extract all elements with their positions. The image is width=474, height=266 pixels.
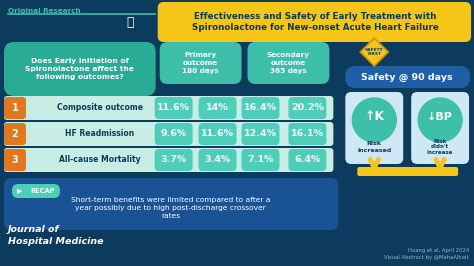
Text: Safety @ 90 days: Safety @ 90 days [361,72,453,82]
FancyBboxPatch shape [4,149,26,171]
Text: 11.6%: 11.6% [201,130,234,139]
FancyBboxPatch shape [4,122,333,146]
FancyBboxPatch shape [199,123,237,145]
FancyBboxPatch shape [4,148,333,172]
Circle shape [352,98,396,142]
FancyBboxPatch shape [242,123,280,145]
Text: Primary
outcome
180 days: Primary outcome 180 days [182,52,219,73]
Text: Original Research: Original Research [8,8,81,14]
FancyBboxPatch shape [4,97,26,119]
Text: 1: 1 [11,103,18,113]
Text: Risk
increased: Risk increased [357,142,392,153]
Circle shape [418,98,462,142]
FancyBboxPatch shape [346,66,470,88]
Text: ↓BP: ↓BP [427,112,453,122]
Text: 3.7%: 3.7% [161,156,187,164]
FancyBboxPatch shape [4,42,155,96]
FancyBboxPatch shape [155,97,192,119]
Text: RECAP: RECAP [30,188,55,194]
FancyBboxPatch shape [158,2,471,42]
Text: 3.4%: 3.4% [204,156,231,164]
Text: Delayed/No: Delayed/No [196,85,239,91]
Text: Secondary
outcome
365 days: Secondary outcome 365 days [267,52,310,73]
Text: 9.6%: 9.6% [161,130,187,139]
FancyBboxPatch shape [199,149,237,171]
FancyBboxPatch shape [247,42,329,84]
Text: 7.1%: 7.1% [247,156,273,164]
FancyBboxPatch shape [155,123,192,145]
Text: 3: 3 [11,155,18,165]
Text: 14%: 14% [206,103,229,113]
Text: ▶: ▶ [17,188,22,194]
Text: SAFETY
FIRST: SAFETY FIRST [365,48,383,56]
FancyBboxPatch shape [4,178,338,230]
Text: All-cause Mortality: All-cause Mortality [59,156,141,164]
Text: 16.1%: 16.1% [291,130,324,139]
Text: Early: Early [251,85,270,91]
Text: Does Early initiation of
Spironolactone affect the
following outcomes?: Does Early initiation of Spironolactone … [26,58,134,80]
Text: ↑K: ↑K [364,110,384,123]
FancyBboxPatch shape [242,149,280,171]
Text: 20.2%: 20.2% [291,103,324,113]
Text: Effectiveness and Safety of Early Treatment with
Spironolactone for New-onset Ac: Effectiveness and Safety of Early Treatm… [192,12,439,32]
FancyBboxPatch shape [289,97,327,119]
FancyBboxPatch shape [4,96,333,120]
FancyBboxPatch shape [199,97,237,119]
FancyBboxPatch shape [346,92,403,164]
FancyBboxPatch shape [411,92,469,164]
Text: Huang et al, April 2024
Visual Abstract by @MahaAlhait: Huang et al, April 2024 Visual Abstract … [384,248,469,260]
FancyBboxPatch shape [4,123,26,145]
Text: 6.4%: 6.4% [294,156,320,164]
Text: 💡: 💡 [126,15,134,28]
Text: HF Readmission: HF Readmission [65,130,135,139]
FancyBboxPatch shape [155,149,192,171]
Text: Composite outcome: Composite outcome [57,103,143,113]
Text: Short-term benefits were limited compared to after a
year possibly due to high p: Short-term benefits were limited compare… [71,197,270,219]
Text: 11.6%: 11.6% [157,103,190,113]
FancyBboxPatch shape [289,123,327,145]
Polygon shape [360,38,388,66]
FancyBboxPatch shape [242,97,280,119]
Text: 16.4%: 16.4% [244,103,277,113]
Text: Journal of
Hospital Medicine: Journal of Hospital Medicine [8,225,104,247]
Text: 12.4%: 12.4% [244,130,277,139]
Text: Delayed/No: Delayed/No [286,85,328,91]
Text: Early: Early [164,85,183,91]
Text: Risk
didn't
increase: Risk didn't increase [427,139,453,155]
FancyBboxPatch shape [357,167,458,176]
FancyBboxPatch shape [12,184,60,198]
FancyBboxPatch shape [160,42,242,84]
Text: 2: 2 [11,129,18,139]
FancyBboxPatch shape [289,149,327,171]
